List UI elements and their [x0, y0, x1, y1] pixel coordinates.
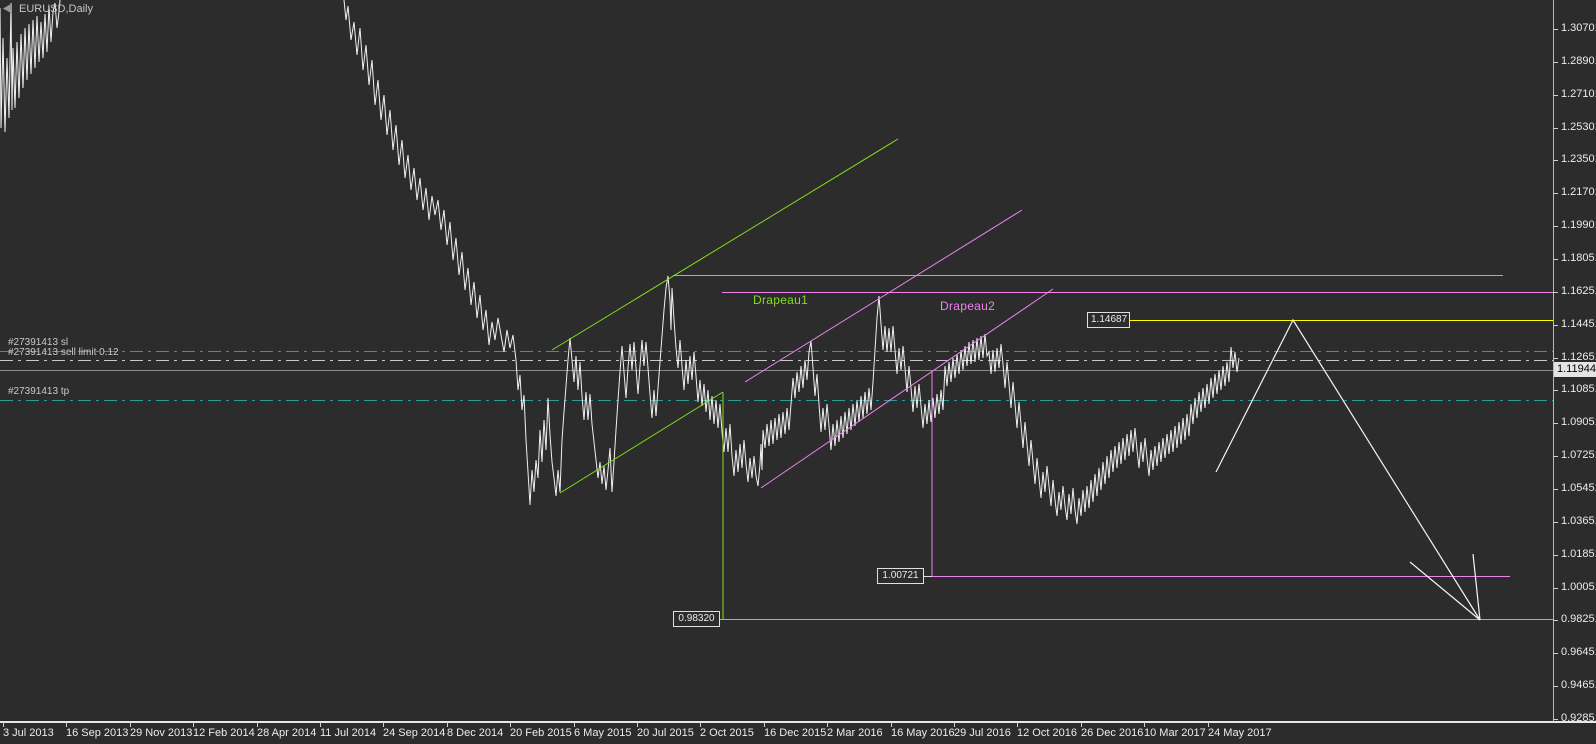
time-axis-label: 24 May 2017 [1208, 727, 1272, 739]
time-axis-label: 16 May 2016 [891, 727, 955, 739]
price-axis-label: 1.00051 [1561, 581, 1596, 593]
time-axis-label: 3 Jul 2013 [3, 727, 54, 739]
price-axis-label: 0.98251 [1561, 613, 1596, 625]
price-axis-label: 0.92851 [1561, 712, 1596, 724]
time-axis-label: 26 Dec 2016 [1081, 727, 1144, 739]
flag1-text-label[interactable]: Drapeau1 [753, 293, 809, 307]
flag1-lower-trendline[interactable] [559, 391, 724, 494]
price-level-box-100721[interactable]: 1.00721 [877, 568, 924, 584]
time-axis[interactable]: 3 Jul 2013 16 Sep 2013 29 Nov 2013 12 Feb 2… [0, 722, 1596, 744]
time-axis-label: 11 Jul 2014 [320, 727, 377, 739]
time-axis-label: 2 Oct 2015 [700, 727, 754, 739]
time-axis-label: 2 Mar 2016 [827, 727, 883, 739]
projection-arrowhead-stroke[interactable] [1409, 561, 1481, 621]
time-axis-label: 28 Apr 2014 [257, 727, 317, 739]
time-axis-label: 20 Feb 2015 [510, 727, 572, 739]
order-tp-label: #27391413 tp [8, 386, 70, 397]
price-axis-label: 0.96451 [1561, 646, 1596, 658]
order-sl-label: #27391413 sl [8, 337, 69, 348]
time-axis-label: 6 May 2015 [574, 727, 632, 739]
projection-arrow-line[interactable] [1215, 318, 1481, 621]
price-level-box-098320[interactable]: 0.98320 [673, 611, 720, 627]
time-axis-label: 24 Sep 2014 [383, 727, 446, 739]
time-axis-label: 8 Dec 2014 [447, 727, 504, 739]
time-axis-label: 10 Mar 2017 [1144, 727, 1206, 739]
time-axis-label: 16 Sep 2013 [66, 727, 129, 739]
time-axis-label: 12 Feb 2014 [193, 727, 255, 739]
flag2-text-label[interactable]: Drapeau2 [940, 299, 996, 313]
time-axis-label: 29 Nov 2013 [130, 727, 193, 739]
price-axis-label: 0.94651 [1561, 679, 1596, 691]
time-axis-label: 12 Oct 2016 [1017, 727, 1077, 739]
projection-arrowhead-stroke[interactable] [1472, 553, 1481, 621]
price-bars-left-cluster [0, 0, 61, 133]
order-sell-limit-label: #27391413 sell limit 0.12 [8, 347, 119, 358]
price-level-box-114687[interactable]: 1.14687 [1087, 312, 1130, 328]
time-axis-label: 20 Jul 2015 [637, 727, 694, 739]
price-bars-main [343, 0, 1240, 525]
flag2-lower-trendline[interactable] [760, 288, 1054, 489]
time-axis-label: 16 Dec 2015 [764, 727, 827, 739]
current-price-label: 1.11944 [1554, 362, 1596, 377]
time-axis-label: 29 Jul 2016 [954, 727, 1011, 739]
shift-marker-icon [3, 4, 11, 13]
flag1-upper-trendline[interactable] [551, 138, 899, 351]
flag2-upper-trendline[interactable] [744, 209, 1023, 383]
chart-title: EURUSD,Daily [19, 3, 93, 15]
